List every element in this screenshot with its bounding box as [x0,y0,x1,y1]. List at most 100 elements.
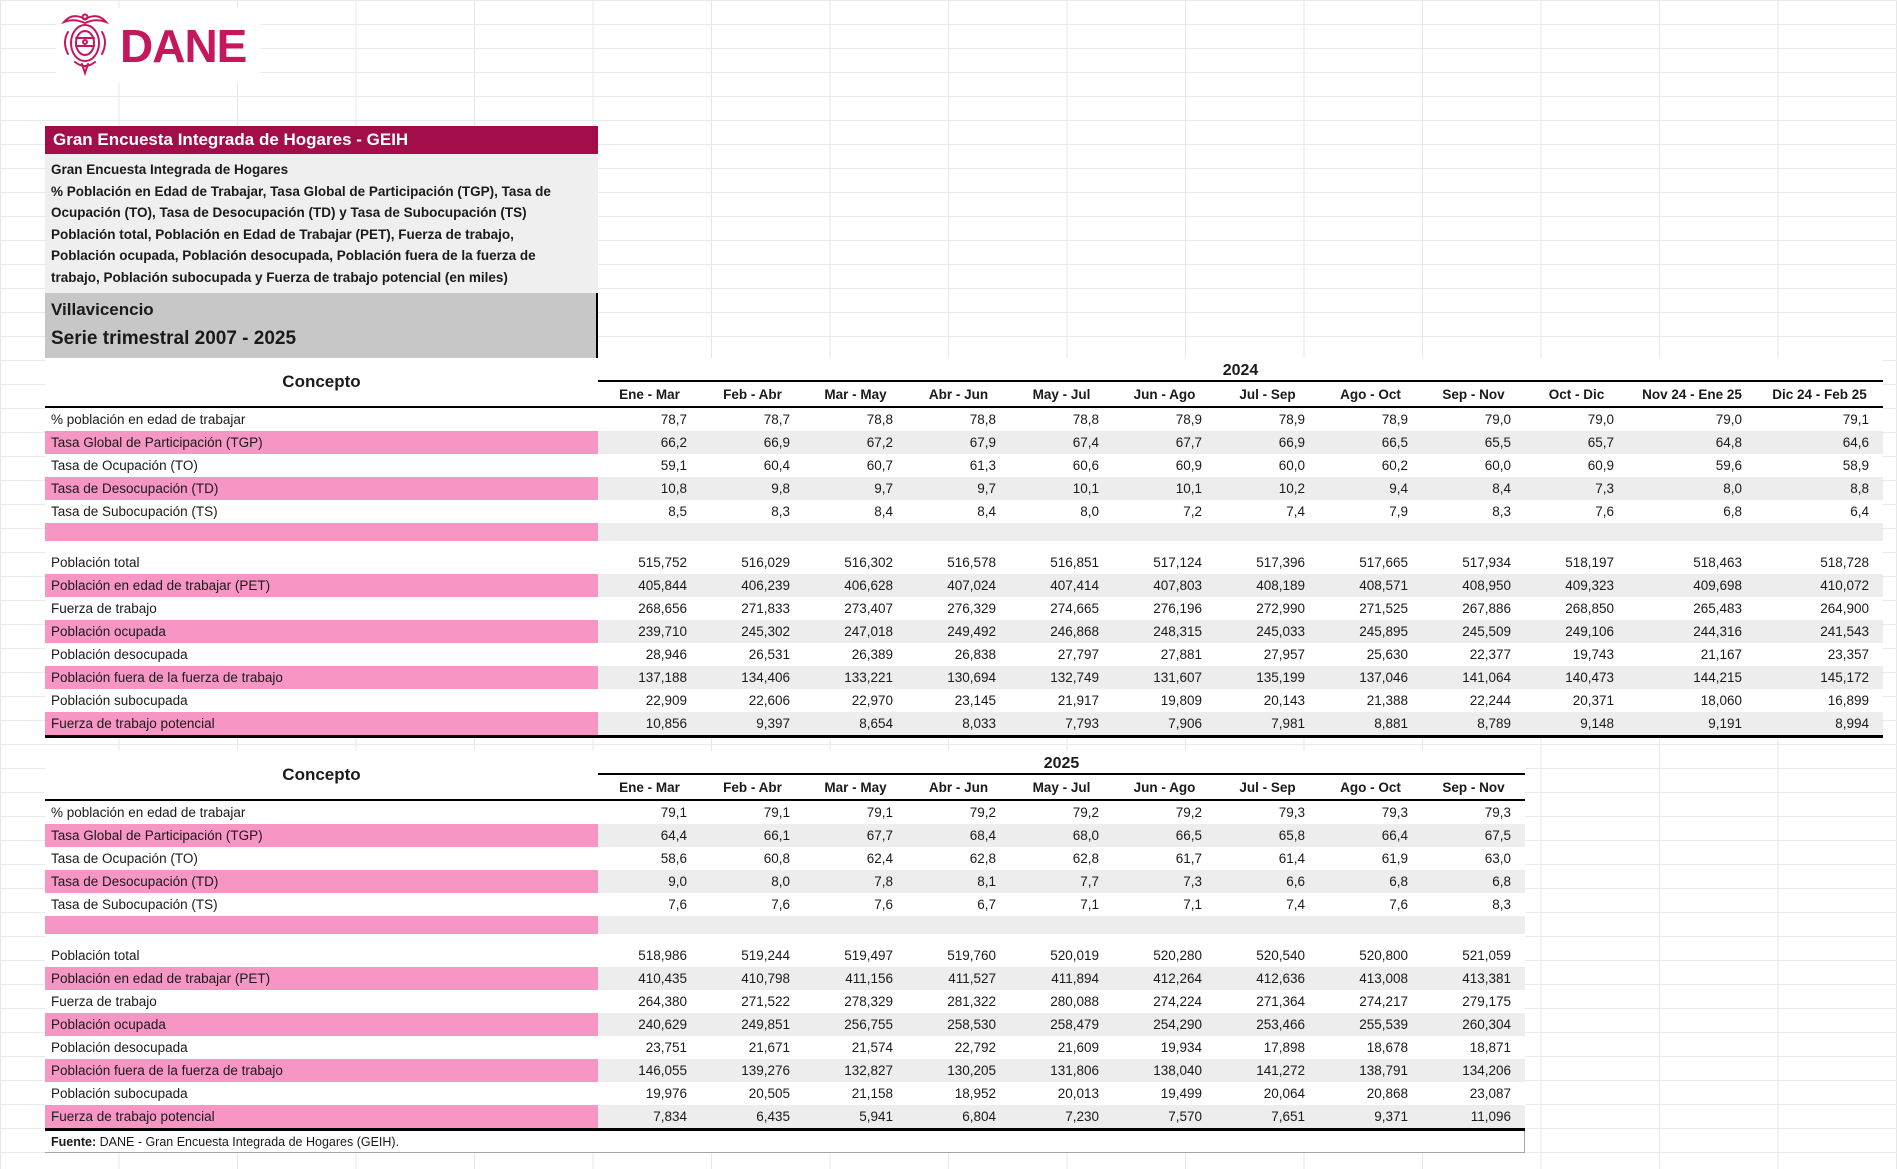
value-cell[interactable]: 274,224 [1153,994,1202,1009]
value-cell[interactable]: 139,276 [701,1059,804,1082]
value-cell[interactable]: 8,3 [771,504,790,519]
value-cell[interactable]: 239,710 [598,620,701,643]
value-cell[interactable]: 67,9 [907,431,1010,454]
value-cell[interactable]: 7,570 [1113,1105,1216,1128]
value-cell[interactable]: 519,244 [741,948,790,963]
value-cell[interactable]: 78,7 [763,412,790,427]
value-cell[interactable]: 410,072 [1756,574,1883,597]
value-cell[interactable]: 22,377 [1469,647,1511,662]
value-cell[interactable]: 78,9 [1381,412,1408,427]
value-cell[interactable]: 60,6 [1072,458,1099,473]
value-cell[interactable]: 8,0 [701,870,804,893]
value-cell[interactable]: 21,388 [1366,693,1408,708]
value-cell[interactable]: 23,087 [1469,1086,1511,1101]
value-cell[interactable]: 268,656 [638,601,687,616]
value-cell[interactable]: 245,033 [1216,620,1319,643]
value-cell[interactable]: 8,8 [1756,477,1883,500]
value-cell[interactable]: 27,797 [1057,647,1099,662]
row-label-cell[interactable]: Tasa de Desocupación (TD) [45,870,598,893]
value-cell[interactable]: 132,749 [1010,666,1113,689]
value-cell[interactable]: 249,851 [701,1013,804,1036]
value-cell[interactable]: 61,9 [1381,851,1408,866]
value-cell[interactable]: 9,371 [1319,1105,1422,1128]
value-cell[interactable]: 21,917 [1057,693,1099,708]
value-cell[interactable]: 146,055 [598,1059,701,1082]
value-cell[interactable]: 8,0 [1080,504,1099,519]
value-cell[interactable]: 6,8 [1319,870,1422,893]
row-label-cell[interactable]: Tasa de Subocupación (TS) [45,893,598,916]
value-cell[interactable]: 517,934 [1462,555,1511,570]
value-cell[interactable]: 10,1 [1010,477,1113,500]
value-cell[interactable]: 8,4 [1422,477,1525,500]
row-label-cell[interactable]: Tasa de Subocupación (TS) [45,500,598,523]
value-cell[interactable]: 516,578 [947,555,996,570]
value-cell[interactable]: 27,881 [1160,647,1202,662]
value-cell[interactable]: 134,406 [701,666,804,689]
value-cell[interactable]: 79,0 [1484,412,1511,427]
value-cell[interactable]: 134,206 [1422,1059,1525,1082]
value-cell[interactable]: 18,871 [1469,1040,1511,1055]
value-cell[interactable]: 411,527 [907,967,1010,990]
row-label-cell[interactable]: Población en edad de trabajar (PET) [45,967,598,990]
value-cell[interactable]: 413,008 [1319,967,1422,990]
value-cell[interactable]: 23,145 [954,693,996,708]
value-cell[interactable]: 21,671 [748,1040,790,1055]
value-cell[interactable]: 248,315 [1113,620,1216,643]
concepto-header-cell[interactable]: Concepto [282,765,361,784]
value-cell[interactable]: 19,743 [1572,647,1614,662]
value-cell[interactable]: 258,479 [1010,1013,1113,1036]
column-header-cell[interactable]: Mar - May [824,780,887,795]
value-cell[interactable]: 16,899 [1827,693,1869,708]
value-cell[interactable]: 281,322 [947,994,996,1009]
value-cell[interactable]: 79,3 [1484,805,1511,820]
value-cell[interactable]: 140,473 [1525,666,1628,689]
value-cell[interactable]: 7,1 [1080,897,1099,912]
value-cell[interactable]: 409,698 [1628,574,1756,597]
value-cell[interactable]: 79,1 [866,805,893,820]
value-cell[interactable]: 66,9 [1216,431,1319,454]
value-cell[interactable]: 517,396 [1256,555,1305,570]
row-label-cell[interactable]: Población total [45,944,598,967]
value-cell[interactable]: 7,834 [598,1105,701,1128]
value-cell[interactable]: 245,302 [701,620,804,643]
value-cell[interactable]: 7,4 [1286,897,1305,912]
value-cell[interactable]: 272,990 [1256,601,1305,616]
value-cell[interactable]: 79,1 [763,805,790,820]
value-cell[interactable]: 7,6 [874,897,893,912]
value-cell[interactable]: 6,435 [701,1105,804,1128]
row-label-cell[interactable]: Población subocupada [45,689,598,712]
value-cell[interactable]: 7,1 [1183,897,1202,912]
value-cell[interactable]: 66,1 [701,824,804,847]
row-label-cell[interactable]: % población en edad de trabajar [45,408,598,431]
value-cell[interactable]: 411,894 [1010,967,1113,990]
value-cell[interactable]: 7,7 [1010,870,1113,893]
value-cell[interactable]: 406,628 [804,574,907,597]
column-header-cell[interactable]: Oct - Dic [1548,387,1605,402]
value-cell[interactable]: 21,158 [851,1086,893,1101]
value-cell[interactable]: 26,389 [851,647,893,662]
value-cell[interactable]: 7,6 [668,897,687,912]
value-cell[interactable]: 517,124 [1153,555,1202,570]
value-cell[interactable]: 256,755 [804,1013,907,1036]
value-cell[interactable]: 8,654 [804,712,907,735]
value-cell[interactable]: 245,509 [1422,620,1525,643]
value-cell[interactable]: 78,8 [1072,412,1099,427]
value-cell[interactable]: 19,934 [1160,1040,1202,1055]
value-cell[interactable]: 271,833 [741,601,790,616]
value-cell[interactable]: 78,7 [660,412,687,427]
value-cell[interactable]: 68,0 [1010,824,1113,847]
value-cell[interactable]: 130,205 [907,1059,1010,1082]
value-cell[interactable]: 79,1 [1842,412,1869,427]
column-header-cell[interactable]: Dic 24 - Feb 25 [1772,387,1867,402]
value-cell[interactable]: 407,024 [907,574,1010,597]
value-cell[interactable]: 9,8 [701,477,804,500]
value-cell[interactable]: 267,886 [1462,601,1511,616]
value-cell[interactable]: 23,357 [1827,647,1869,662]
value-cell[interactable]: 412,636 [1216,967,1319,990]
value-cell[interactable]: 519,497 [844,948,893,963]
value-cell[interactable]: 130,694 [907,666,1010,689]
value-cell[interactable]: 19,809 [1160,693,1202,708]
value-cell[interactable]: 516,851 [1050,555,1099,570]
value-cell[interactable]: 21,574 [851,1040,893,1055]
value-cell[interactable]: 61,3 [969,458,996,473]
